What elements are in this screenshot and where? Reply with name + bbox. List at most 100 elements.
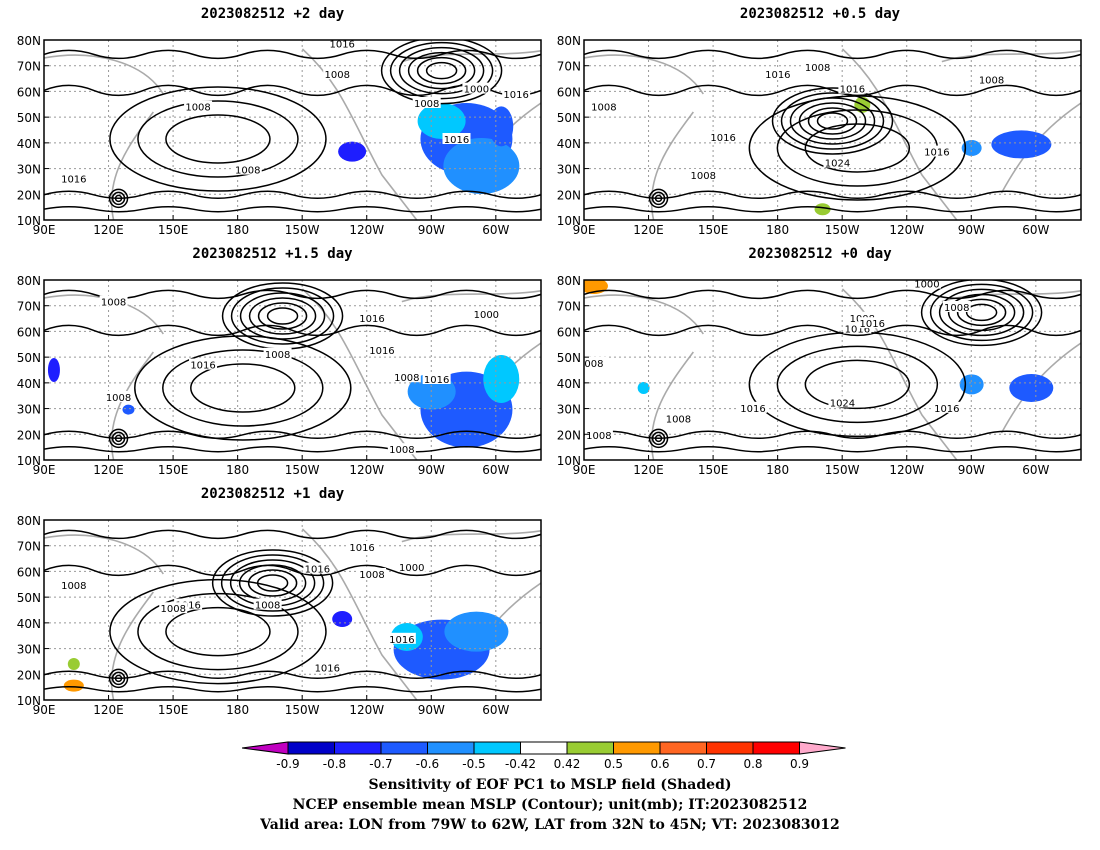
contour-label-bg bbox=[233, 163, 262, 175]
contour-label-bg bbox=[472, 308, 501, 320]
contour-label-bg bbox=[184, 100, 213, 112]
isobar bbox=[44, 84, 541, 97]
contour-label: 1016 bbox=[359, 314, 384, 325]
contour-label: 1016 bbox=[710, 133, 735, 144]
lat-tick-label: 50N bbox=[557, 351, 581, 365]
colorbar-bin bbox=[380, 741, 428, 755]
contour-label-bg bbox=[263, 347, 292, 359]
contour-label: 1016 bbox=[934, 404, 959, 415]
colorbar-tick-label: 0.6 bbox=[650, 757, 669, 771]
lon-tick-label: 90W bbox=[418, 223, 445, 237]
contour-label-bg bbox=[462, 82, 491, 94]
isobar bbox=[44, 685, 541, 693]
lat-tick-label: 60N bbox=[17, 565, 41, 579]
contour-label: 1016 bbox=[840, 85, 865, 96]
lat-tick-label: 30N bbox=[557, 403, 581, 417]
panel-title: 2023082512 +0.5 day bbox=[739, 6, 901, 22]
contour-label-bg bbox=[803, 61, 832, 72]
coastline-asia bbox=[584, 294, 704, 335]
colorbar-bin bbox=[287, 741, 335, 755]
contour-label-bg bbox=[323, 68, 352, 80]
lat-tick-label: 30N bbox=[557, 163, 581, 177]
panel-title: 2023082512 +0 day bbox=[748, 246, 892, 262]
contour-label-bg bbox=[387, 443, 416, 455]
isobar bbox=[44, 445, 541, 453]
coastline-asia bbox=[44, 54, 164, 95]
isobar bbox=[44, 430, 541, 440]
isobar bbox=[584, 190, 1081, 200]
lon-tick-label: 180 bbox=[226, 223, 249, 237]
low-pressure-isobar bbox=[380, 40, 503, 105]
contour-label: 1000 bbox=[914, 280, 939, 291]
lon-tick-label: 60W bbox=[1022, 463, 1049, 477]
lon-tick-label: 120E bbox=[633, 223, 664, 237]
low-pressure-isobar bbox=[780, 92, 885, 150]
lon-tick-label: 120E bbox=[93, 223, 124, 237]
lat-tick-label: 60N bbox=[17, 85, 41, 99]
contour-label-bg bbox=[189, 358, 218, 370]
isobar bbox=[44, 564, 541, 577]
low-pressure-isobar bbox=[220, 554, 325, 612]
lat-tick-label: 10N bbox=[17, 214, 41, 228]
map-panel-plus1day: 2023082512 +1 day 1016 1016 1008 1000 1008 10… bbox=[0, 480, 545, 725]
lat-tick-label: 70N bbox=[557, 60, 581, 74]
colorbar-tick-label: -0.8 bbox=[323, 757, 346, 771]
sensitivity-shading bbox=[814, 203, 831, 216]
lat-tick-label: 10N bbox=[17, 454, 41, 468]
lat-tick-label: 40N bbox=[17, 377, 41, 391]
lat-tick-label: 60N bbox=[557, 85, 581, 99]
lon-tick-label: 60W bbox=[482, 223, 509, 237]
contour-label: 1016 bbox=[424, 375, 449, 386]
low-pressure-isobar bbox=[771, 87, 894, 155]
contour-label-bg bbox=[392, 371, 421, 383]
tropical-low-isobar bbox=[648, 428, 669, 449]
contour-label-bg bbox=[828, 396, 857, 408]
lat-tick-label: 20N bbox=[557, 188, 581, 202]
low-pressure-isobar bbox=[248, 297, 317, 335]
lat-tick-label: 70N bbox=[557, 300, 581, 314]
contour-label-bg bbox=[253, 598, 282, 610]
tropical-low-isobar bbox=[108, 428, 129, 449]
mslp-contours bbox=[584, 280, 1081, 453]
contour-label-bg bbox=[313, 661, 342, 673]
lon-tick-label: 150E bbox=[158, 223, 189, 237]
colorbar-tick-label: -0.6 bbox=[416, 757, 439, 771]
contour-label-bg bbox=[348, 541, 377, 552]
contour-label: 1008 bbox=[359, 570, 384, 581]
contour-label: 008 bbox=[584, 359, 603, 370]
contour-label: 1000 bbox=[464, 85, 489, 96]
colorbar-bin bbox=[427, 741, 475, 755]
sensitivity-shading bbox=[443, 138, 520, 194]
coastline-north-america-west bbox=[301, 48, 418, 220]
contour-label-bg bbox=[367, 344, 396, 356]
contour-label: 1016 bbox=[349, 543, 374, 554]
low-pressure-isobar bbox=[816, 112, 849, 130]
lat-tick-label: 70N bbox=[17, 300, 41, 314]
lat-tick-label: 40N bbox=[557, 377, 581, 391]
contour-label: 1008 bbox=[235, 166, 260, 177]
isobar bbox=[584, 49, 1081, 60]
low-pressure-isobar bbox=[389, 41, 494, 100]
high-pressure-isobar bbox=[137, 100, 299, 178]
lon-tick-label: 120W bbox=[889, 223, 924, 237]
contour-label: 1008 bbox=[61, 581, 86, 592]
contour-label-bg bbox=[843, 322, 872, 334]
contour-label: 1016 bbox=[740, 404, 765, 415]
colorbar-bin bbox=[520, 741, 568, 755]
high-pressure-isobar bbox=[776, 345, 939, 424]
colorbar-bin bbox=[566, 741, 614, 755]
high-pressure-isobar bbox=[165, 606, 271, 657]
colorbar-tick-label: 0.8 bbox=[743, 757, 762, 771]
isobar bbox=[584, 84, 1081, 97]
map-svg: 1000100810081016101600810241016101610081… bbox=[557, 274, 1082, 477]
contour-label-bg bbox=[328, 40, 357, 49]
low-pressure-isobar bbox=[938, 288, 1025, 337]
contour-label: 1008 bbox=[414, 99, 439, 110]
lon-tick-label: 90E bbox=[33, 463, 56, 477]
contour-label: 1008 bbox=[591, 103, 616, 114]
lon-tick-label: 90W bbox=[958, 223, 985, 237]
contour-label-bg bbox=[942, 301, 971, 312]
lon-tick-label: 150E bbox=[158, 463, 189, 477]
lat-tick-label: 10N bbox=[557, 214, 581, 228]
